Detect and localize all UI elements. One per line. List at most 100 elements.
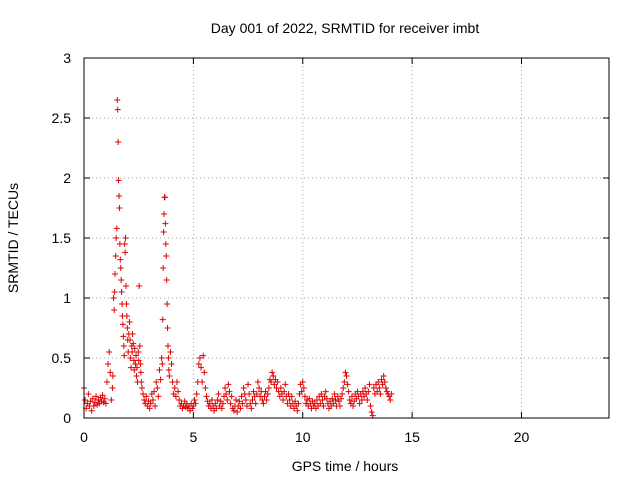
data-point <box>133 352 140 359</box>
data-point <box>127 355 134 361</box>
data-point <box>250 388 257 395</box>
data-point <box>113 235 120 241</box>
data-point <box>131 345 138 352</box>
data-point <box>275 388 282 395</box>
data-point <box>274 379 281 385</box>
data-point <box>116 193 122 199</box>
data-point <box>362 385 369 391</box>
data-point <box>160 265 167 271</box>
data-point <box>151 388 157 395</box>
data-point <box>350 403 357 409</box>
data-point <box>135 357 142 364</box>
data-point <box>105 361 112 367</box>
data-point <box>230 407 237 414</box>
data-point <box>175 388 182 395</box>
data-point <box>138 385 145 391</box>
data-point <box>263 397 270 403</box>
x-tick-label: 20 <box>514 429 530 445</box>
data-point <box>118 277 125 283</box>
data-point <box>111 307 118 313</box>
data-point <box>141 397 148 403</box>
data-point <box>107 369 114 376</box>
data-point <box>380 373 387 379</box>
data-point <box>218 405 225 412</box>
data-point <box>356 400 363 407</box>
data-point <box>343 373 350 379</box>
data-point <box>295 400 302 407</box>
data-point <box>281 388 288 395</box>
data-point <box>132 361 139 367</box>
data-point <box>292 398 299 405</box>
data-point <box>192 400 199 407</box>
data-point <box>367 403 374 409</box>
data-point <box>126 319 133 325</box>
data-point <box>342 369 349 376</box>
data-point <box>332 397 339 403</box>
data-point <box>320 403 327 409</box>
data-point <box>103 379 110 385</box>
y-tick-label: 1.5 <box>52 230 72 246</box>
data-point <box>247 400 254 407</box>
data-point <box>224 397 231 403</box>
data-point <box>122 249 129 256</box>
data-point <box>143 393 150 400</box>
y-axis-label: SRMTID / TECUs <box>5 183 21 293</box>
data-point <box>156 367 163 373</box>
data-point <box>245 381 252 388</box>
data-point <box>159 361 166 367</box>
data-point <box>90 403 97 409</box>
data-point <box>311 400 318 407</box>
data-point <box>109 373 116 379</box>
data-point <box>253 391 260 397</box>
data-point <box>270 373 277 379</box>
data-point <box>196 355 203 361</box>
data-point <box>152 403 159 409</box>
data-point <box>366 381 373 388</box>
data-point <box>121 241 128 247</box>
data-point <box>364 397 371 403</box>
data-point <box>93 393 100 400</box>
data-point <box>208 397 215 403</box>
data-point <box>329 395 336 402</box>
data-point <box>212 400 219 407</box>
data-point <box>109 385 116 391</box>
data-point <box>116 205 123 211</box>
data-point <box>294 407 301 414</box>
data-point <box>129 349 136 355</box>
data-point <box>246 391 253 397</box>
data-point <box>133 373 140 379</box>
data-point <box>124 325 131 331</box>
data-point <box>242 397 249 403</box>
data-point <box>114 97 121 103</box>
data-point <box>346 397 353 403</box>
data-point <box>161 211 168 217</box>
data-point <box>133 364 140 371</box>
data-point <box>219 400 226 407</box>
x-axis-label: GPS time / hours <box>292 458 399 474</box>
data-point <box>268 379 275 385</box>
data-point <box>149 397 156 403</box>
data-point <box>338 395 345 402</box>
data-point <box>164 301 171 307</box>
data-point <box>157 376 164 383</box>
data-point <box>193 391 200 397</box>
data-point <box>85 391 92 397</box>
data-point <box>265 385 272 391</box>
data-point <box>114 106 121 113</box>
data-point <box>226 388 233 395</box>
data-point <box>199 379 206 385</box>
data-point <box>285 391 292 397</box>
data-point <box>164 325 171 331</box>
data-point <box>300 385 307 391</box>
data-point <box>129 331 136 337</box>
y-tick-label: 2 <box>63 170 71 186</box>
data-point <box>122 235 129 241</box>
data-point <box>381 379 388 385</box>
data-point <box>147 400 154 407</box>
data-point <box>163 277 170 283</box>
data-point <box>173 379 180 385</box>
data-point <box>277 385 284 391</box>
data-point <box>358 397 365 403</box>
data-point <box>374 388 381 395</box>
